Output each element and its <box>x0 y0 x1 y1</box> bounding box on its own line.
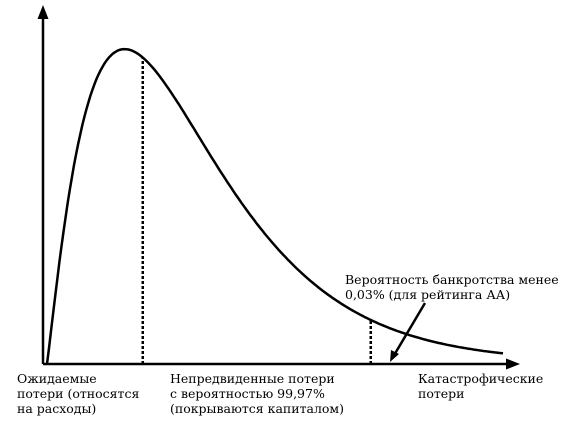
expected-loss-label-line: потери (относятся <box>17 386 140 401</box>
loss-distribution-curve <box>45 47 504 365</box>
unexpected-loss-label: Непредвиденные потери с вероятностью 99,… <box>170 371 344 416</box>
curve-layer <box>45 47 504 365</box>
expected-loss-label-line: Ожидаемые <box>17 371 97 386</box>
marker-layer <box>141 57 373 364</box>
unexpected-loss-label-line: Непредвиденные потери <box>170 371 335 386</box>
expected-loss-label-line: на расходы) <box>17 401 97 416</box>
bankruptcy-probability-label-line: 0,03% (для рейтинга АА) <box>345 287 511 302</box>
bankruptcy-pointer-line <box>391 302 427 358</box>
catastrophic-loss-label-line: потери <box>418 386 465 401</box>
bankruptcy-probability-label: Вероятность банкротства менее 0,03% (для… <box>345 272 559 302</box>
unexpected-loss-label-line: с вероятностью 99,97% <box>170 386 325 401</box>
catastrophic-loss-label-line: Катастрофические <box>418 371 544 386</box>
expected-loss-label: Ожидаемые потери (относятся на расходы) <box>17 371 139 416</box>
x-axis-arrow <box>506 358 520 370</box>
bankruptcy-pointer-arrowhead <box>390 350 399 362</box>
y-axis-arrow <box>37 5 49 19</box>
unexpected-loss-label-line: (покрываются капиталом) <box>170 401 345 416</box>
bankruptcy-probability-label-line: Вероятность банкротства менее <box>345 272 559 287</box>
catastrophic-loss-label: Катастрофические потери <box>418 371 543 401</box>
